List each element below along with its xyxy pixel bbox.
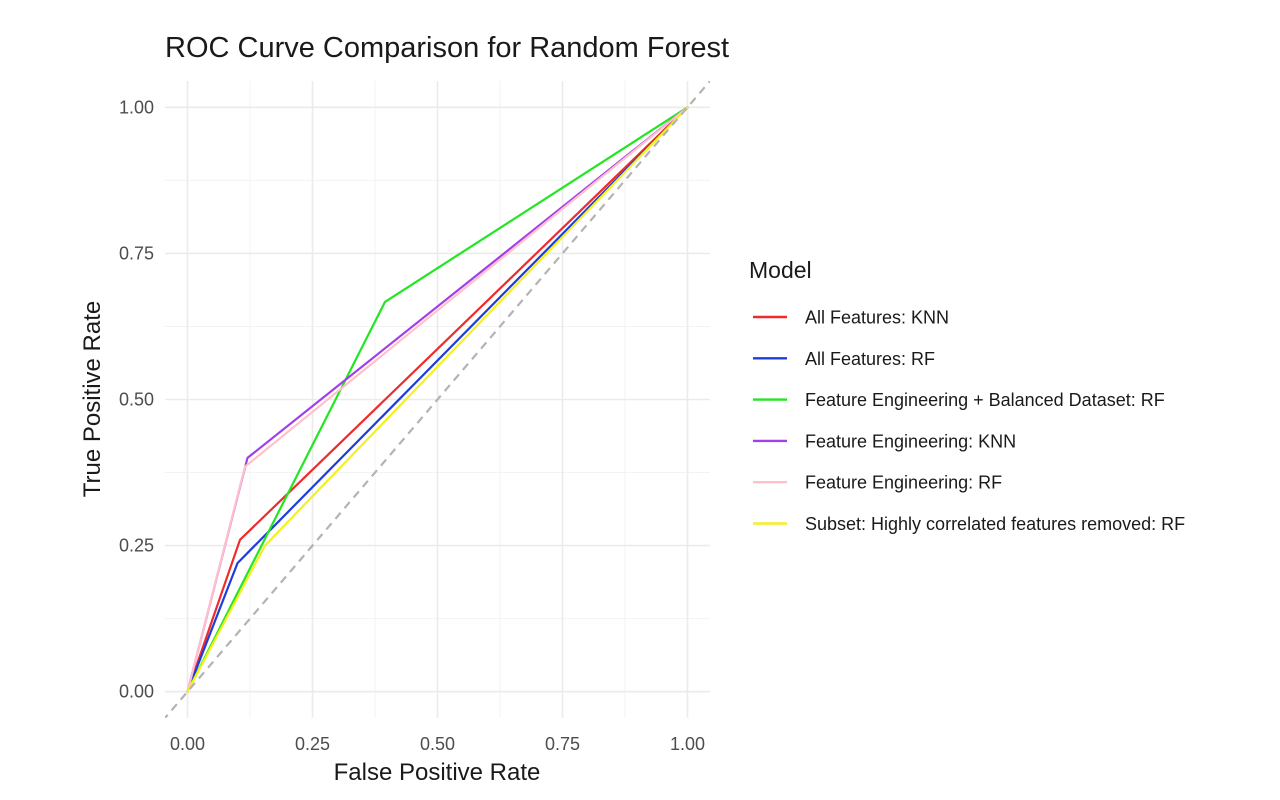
- legend-label: Feature Engineering + Balanced Dataset: …: [805, 390, 1165, 410]
- x-tick-label: 0.00: [170, 734, 205, 754]
- chart-title: ROC Curve Comparison for Random Forest: [165, 32, 729, 64]
- y-tick-label: 0.50: [119, 390, 154, 410]
- y-tick-label: 0.75: [119, 243, 154, 263]
- series-line: [186, 106, 689, 693]
- legend: Model All Features: KNN All Features: RF F…: [749, 257, 1185, 534]
- reference-line: [165, 81, 710, 718]
- x-tick-label: 1.00: [670, 734, 705, 754]
- y-tick-label: 0.00: [119, 682, 154, 702]
- series-line: [186, 106, 689, 693]
- legend-label: All Features: KNN: [805, 308, 949, 328]
- legend-label: Subset: Highly correlated features remov…: [805, 514, 1185, 534]
- legend-title: Model: [749, 257, 812, 283]
- series-line: [186, 106, 689, 693]
- plot-area: 0.00 0.25 0.50 0.75 1.00 0.00 0.25 0.50 0.75 1.00: [119, 81, 710, 754]
- x-tick-label: 0.25: [295, 734, 330, 754]
- x-tick-label: 0.50: [420, 734, 455, 754]
- y-tick-label: 0.25: [119, 536, 154, 556]
- legend-label: Feature Engineering: RF: [805, 473, 1002, 493]
- y-axis-title: True Positive Rate: [79, 301, 106, 498]
- series-line: [186, 106, 689, 693]
- x-axis-title: False Positive Rate: [334, 759, 541, 786]
- y-tick-label: 1.00: [119, 97, 154, 117]
- series-line: [186, 106, 689, 693]
- x-tick-label: 0.75: [545, 734, 580, 754]
- legend-label: Feature Engineering: KNN: [805, 431, 1016, 451]
- legend-label: All Features: RF: [805, 349, 935, 369]
